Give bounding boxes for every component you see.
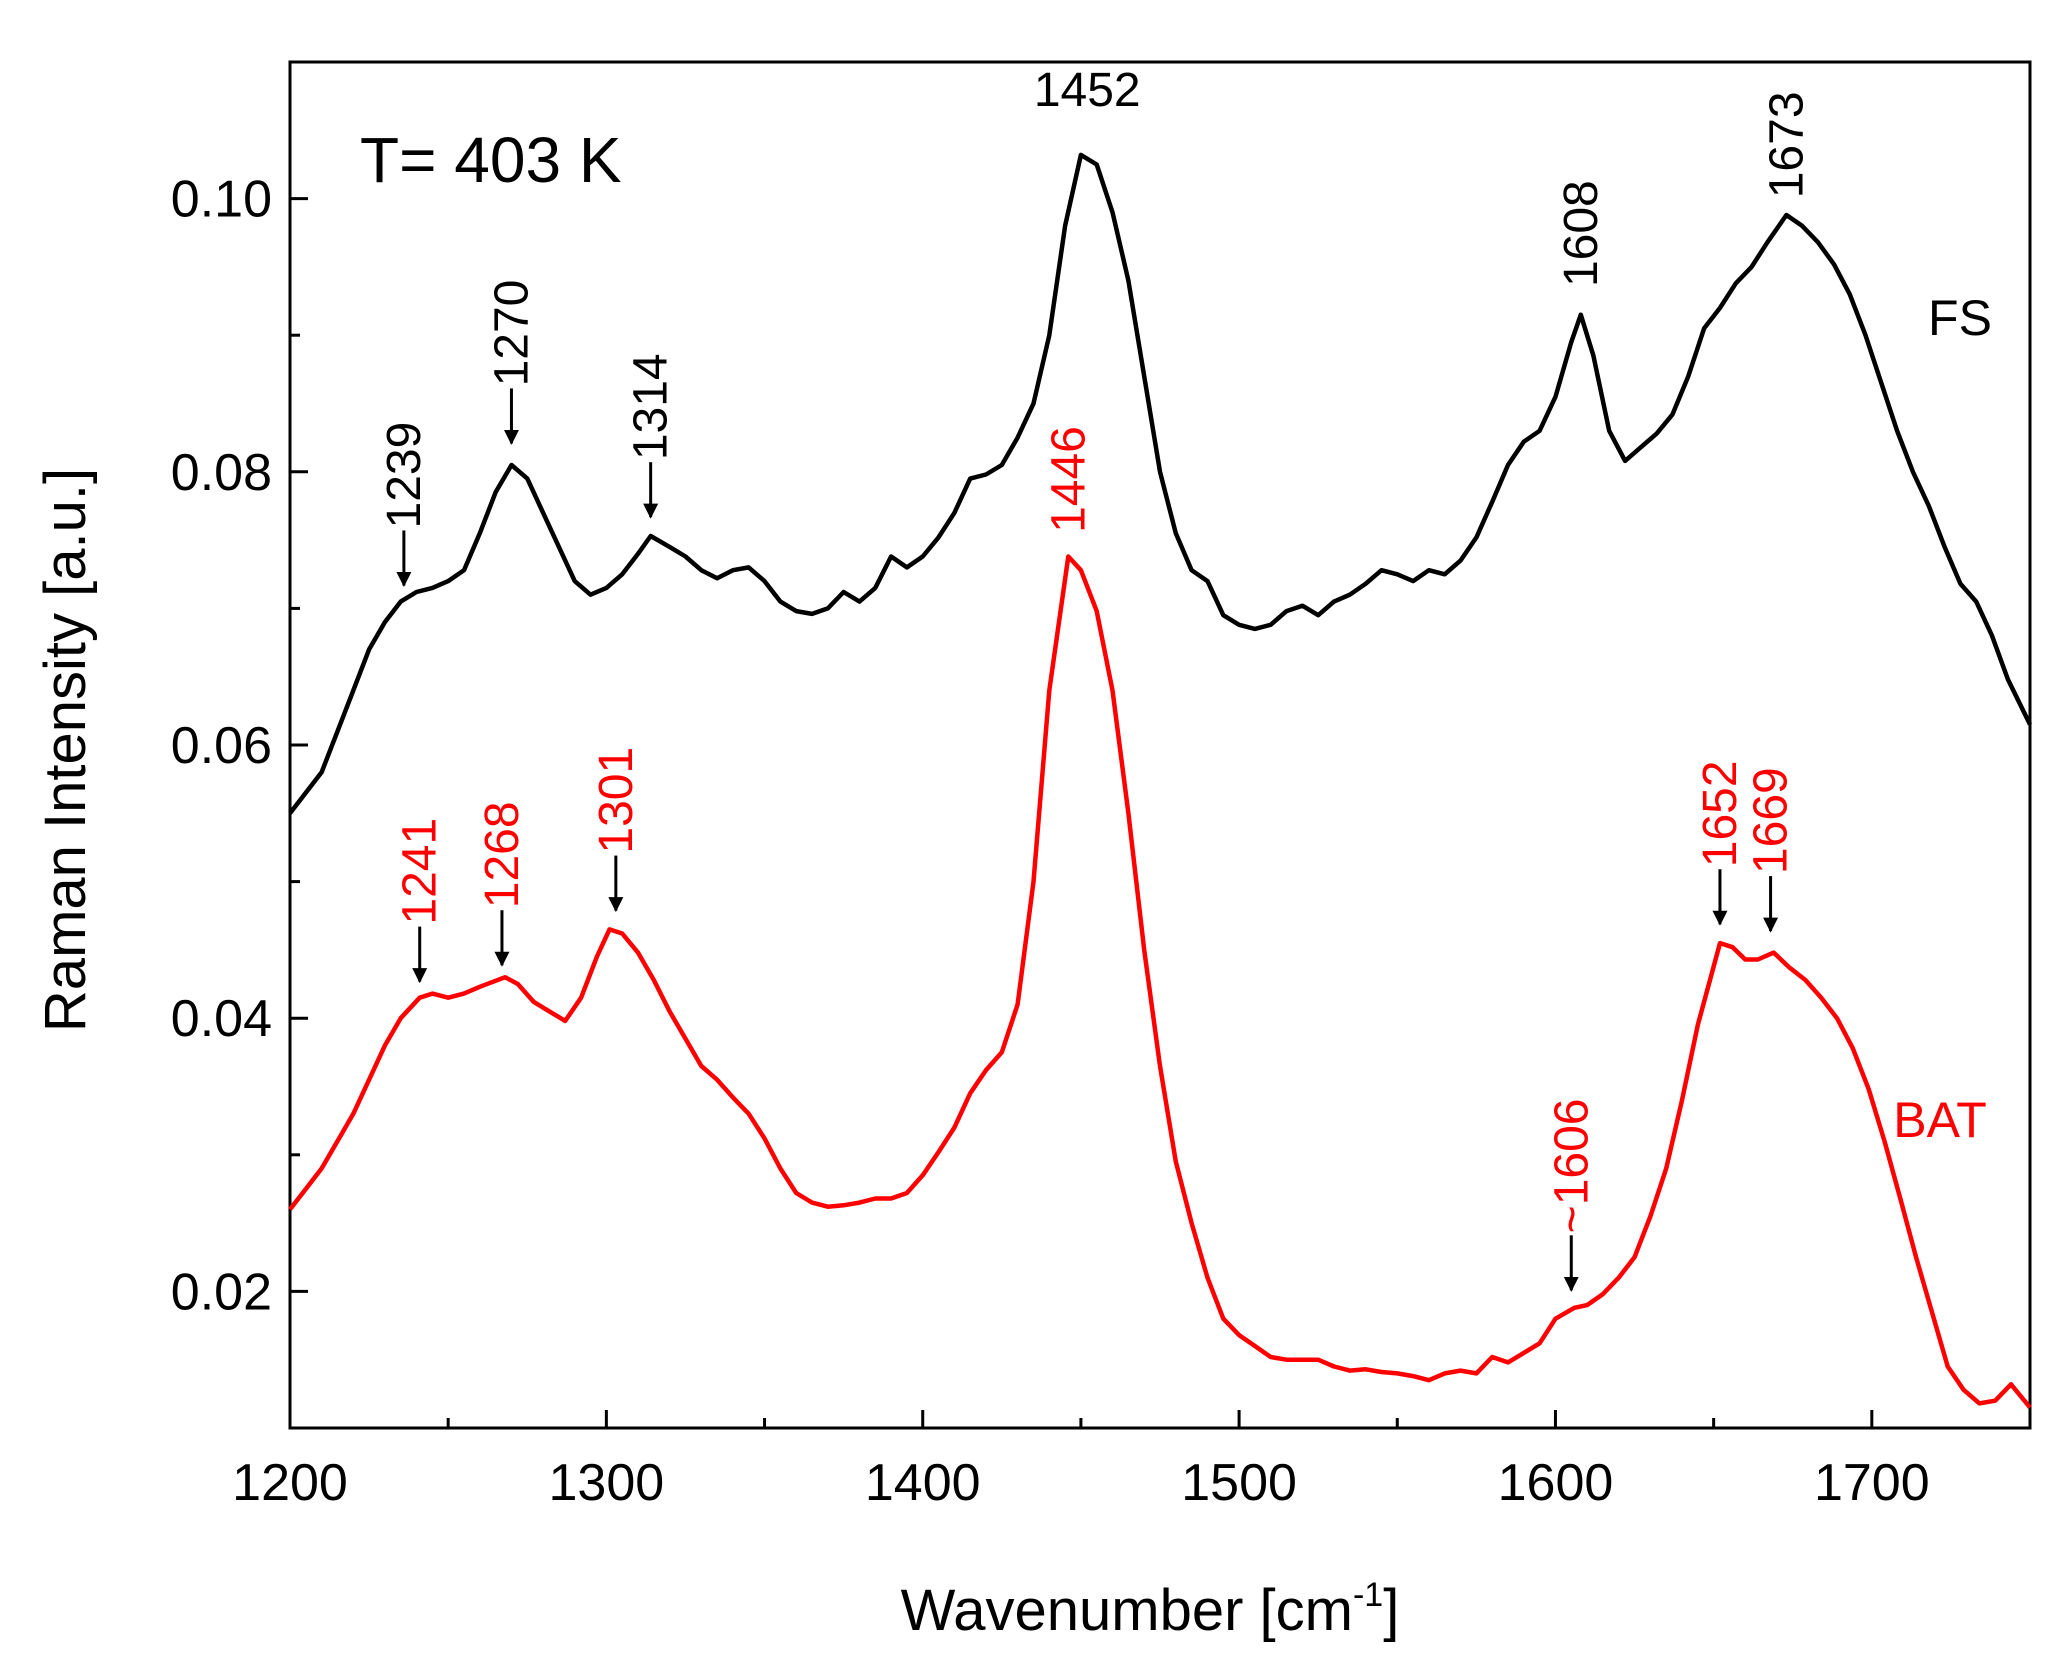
plot-area: 1200 1300 1400 1500 1600 1700 0.02 0.04 0.06 0.08… xyxy=(171,60,2033,1512)
x-axis-title-main: Wavenumber [cm xyxy=(901,1578,1353,1643)
y-tick-label-0: 0.02 xyxy=(171,1263,272,1321)
y-tick-label-4: 0.10 xyxy=(171,171,272,229)
y-axis-title: Raman Intensity [a.u.] xyxy=(33,468,98,1032)
series-line-fs xyxy=(288,152,2033,815)
x-tick-label-1600: 1600 xyxy=(1498,1454,1614,1512)
x-tick-label-1400: 1400 xyxy=(865,1454,981,1512)
peak-label-1314: 1314 xyxy=(625,353,678,460)
series-line-bat xyxy=(288,554,2032,1409)
peak-label-1241: 1241 xyxy=(394,818,447,925)
peak-label-1673: 1673 xyxy=(1760,91,1813,198)
x-axis-title-superscript: -1 xyxy=(1353,1576,1383,1614)
x-tick-label-1200: 1200 xyxy=(232,1454,348,1512)
peak-label-1270: 1270 xyxy=(485,280,538,387)
plot-frame xyxy=(288,60,2032,1430)
peak-label-1608: 1608 xyxy=(1555,180,1608,287)
x-axis-title: Wavenumber [cm-1] xyxy=(901,1576,1400,1643)
series-label-bat: BAT xyxy=(1893,1092,1987,1148)
x-tick-label-1700: 1700 xyxy=(1814,1454,1930,1512)
peak-label-1301: 1301 xyxy=(590,747,643,854)
peak-label-1268: 1268 xyxy=(476,801,529,908)
x-tick-label-1300: 1300 xyxy=(549,1454,665,1512)
series-label-fs: FS xyxy=(1928,290,1992,346)
temperature-annotation: T= 403 K xyxy=(360,124,622,196)
x-axis-title-end: ] xyxy=(1383,1578,1399,1643)
peak-label-1239: 1239 xyxy=(378,422,431,529)
peak-label-1606: ~1606 xyxy=(1545,1099,1598,1234)
y-tick-label-2: 0.06 xyxy=(171,717,272,775)
x-tick-label-1500: 1500 xyxy=(1181,1454,1297,1512)
peak-label-1446: 1446 xyxy=(1042,426,1095,533)
y-tick-label-1: 0.04 xyxy=(171,990,272,1048)
peak-label-1452: 1452 xyxy=(1034,64,1141,117)
y-tick-label-3: 0.08 xyxy=(171,444,272,502)
peak-label-1669: 1669 xyxy=(1745,767,1798,874)
peak-label-1652: 1652 xyxy=(1694,760,1747,867)
